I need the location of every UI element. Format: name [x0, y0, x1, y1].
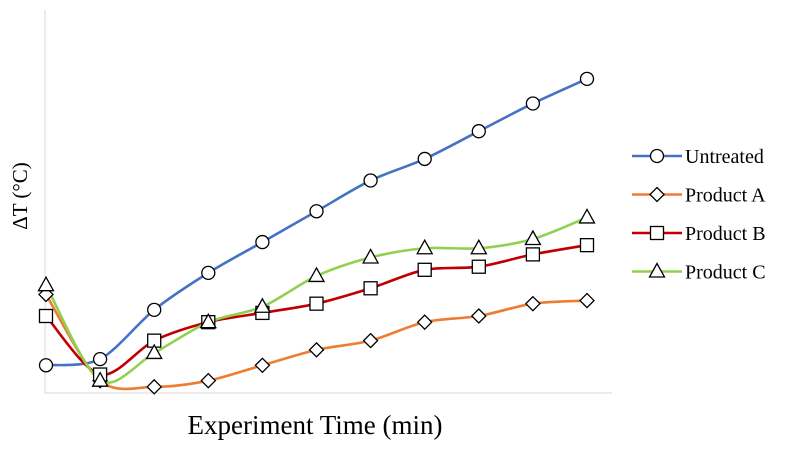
data-point-untreated-8: [471, 124, 486, 139]
data-point-untreated-5: [309, 204, 324, 219]
data-point-product-a-4: [254, 357, 271, 374]
legend-marker-product-c: [648, 262, 666, 278]
data-point-product-b-0: [38, 308, 54, 324]
data-point-untreated-2: [147, 302, 162, 317]
series-line-untreated: [44, 77, 589, 367]
data-point-untreated-1: [92, 351, 108, 367]
legend-label-product-c: Product C: [685, 262, 766, 284]
data-point-untreated-7: [417, 151, 432, 167]
data-point-product-c-0: [37, 275, 55, 292]
legend-item-untreated: Untreated: [632, 146, 764, 168]
data-point-product-a-7: [416, 314, 433, 331]
data-point-product-b-10: [579, 238, 595, 253]
data-point-untreated-9: [525, 96, 541, 111]
plot-area: [37, 71, 596, 395]
legend-label-product-a: Product A: [685, 185, 766, 207]
data-point-untreated-6: [363, 173, 378, 188]
data-point-product-a-8: [470, 308, 487, 324]
data-point-product-c-3: [199, 312, 217, 329]
data-point-product-a-10: [579, 292, 595, 309]
data-point-product-b-6: [363, 281, 378, 296]
legend-item-product-a: Product A: [632, 185, 766, 207]
data-point-untreated-0: [38, 358, 54, 373]
legend-marker-product-a: [649, 186, 665, 203]
data-point-product-c-5: [307, 266, 326, 283]
data-point-product-c-9: [524, 229, 542, 246]
data-point-product-c-6: [361, 248, 380, 264]
data-point-product-b-5: [309, 296, 324, 311]
data-point-product-a-2: [146, 378, 163, 395]
legend-label-untreated: Untreated: [685, 146, 764, 168]
legend: Untreated Product A Product B Product C: [632, 146, 766, 284]
data-point-product-a-9: [524, 295, 541, 312]
data-point-product-c-4: [253, 297, 272, 313]
data-point-product-c-8: [470, 238, 488, 255]
data-point-product-c-2: [145, 343, 163, 360]
data-point-product-b-7: [417, 262, 432, 277]
data-point-product-a-6: [362, 332, 379, 349]
legend-item-product-c: Product C: [632, 262, 766, 284]
legend-label-product-b: Product B: [685, 223, 766, 245]
data-point-product-b-9: [525, 247, 541, 262]
data-point-product-c-10: [578, 208, 596, 224]
y-axis-title: ΔT (°C): [8, 162, 32, 230]
data-point-product-c-7: [416, 238, 434, 255]
data-point-product-c-1: [91, 371, 109, 387]
legend-marker-product-b: [649, 225, 665, 241]
data-point-product-b-8: [471, 259, 486, 274]
legend-item-product-b: Product B: [632, 223, 766, 245]
x-axis-title: Experiment Time (min): [188, 410, 443, 440]
data-point-product-a-5: [308, 341, 325, 358]
legend-marker-untreated: [649, 148, 665, 164]
data-point-untreated-10: [579, 71, 595, 86]
series-markers: [37, 71, 596, 395]
data-point-untreated-3: [201, 265, 216, 281]
data-point-product-a-3: [200, 372, 217, 389]
data-point-untreated-4: [255, 234, 270, 250]
